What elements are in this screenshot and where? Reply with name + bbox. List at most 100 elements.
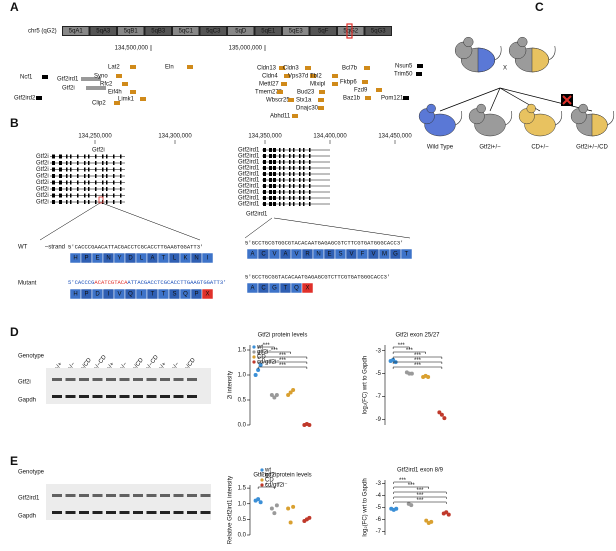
- lane-label: +/+: [158, 361, 168, 372]
- band: [52, 378, 62, 381]
- exon: [52, 200, 55, 204]
- exon: [299, 166, 301, 170]
- exon: [269, 166, 272, 170]
- exon: [106, 154, 108, 159]
- mouse-ear: [463, 36, 474, 48]
- exon: [66, 174, 68, 178]
- genotype-label: Gtf2i+/−/CD: [576, 145, 608, 151]
- gene-glyph: [365, 96, 371, 100]
- exon: [309, 178, 311, 182]
- exon: [309, 202, 311, 206]
- exon: [269, 154, 272, 158]
- band-label: 5qE3: [289, 29, 304, 35]
- exon: [77, 154, 79, 159]
- zoom-line: [39, 202, 101, 241]
- amino-acid: V: [294, 252, 298, 258]
- exon: [279, 166, 281, 170]
- gene-glyph: [114, 101, 120, 105]
- amino-acid: P: [84, 292, 88, 298]
- sequence: 5'CACCCGAACATTACGACCTCGCACCTTGAAGTGGATT3…: [68, 243, 203, 250]
- band: [200, 27, 226, 35]
- significance-label: ***: [271, 348, 279, 354]
- blot: [46, 368, 211, 404]
- exon: [113, 193, 115, 198]
- gene-glyph: [362, 80, 368, 84]
- band: [52, 395, 62, 398]
- exon: [273, 184, 276, 188]
- gene-glyph: [122, 82, 128, 86]
- y-tick-label: 0.5: [238, 517, 247, 523]
- arrow: [489, 87, 501, 112]
- amino-acid: T: [162, 292, 166, 298]
- exon: [279, 178, 281, 182]
- coordinate: 134,250,000: [78, 134, 112, 140]
- data-point: [258, 500, 263, 505]
- data-point: [307, 515, 312, 520]
- gene-label: Cldn4: [262, 74, 278, 80]
- coordinate: 134,500,000: [115, 46, 149, 52]
- significance-bracket: [393, 481, 412, 484]
- exon: [52, 167, 55, 172]
- exon: [70, 154, 72, 159]
- exon: [293, 190, 295, 194]
- data-point: [286, 393, 291, 397]
- exon: [77, 174, 79, 178]
- exon: [283, 196, 285, 200]
- exon: [263, 184, 266, 188]
- gene-glyph: [279, 66, 285, 70]
- gene-glyph: [281, 82, 287, 86]
- amino-acid: A: [150, 256, 154, 262]
- amino-acid: V: [371, 252, 375, 258]
- gene-label: Fzd9: [354, 88, 368, 94]
- coordinate: 134,350,000: [248, 134, 282, 140]
- significance-label: ***: [408, 483, 416, 489]
- gene-label: Bud23: [297, 90, 315, 96]
- band: [106, 378, 116, 381]
- band: [146, 395, 157, 398]
- chromosome-label: chr5 (qG2): [28, 29, 57, 35]
- sequence: 5'GCCTGCGTGGCGTACACAATGAGAGCGTCTTCGTGATG…: [245, 239, 403, 246]
- blot: [46, 484, 211, 520]
- exon: [293, 196, 295, 200]
- exon: [106, 193, 108, 198]
- data-point: [394, 506, 399, 511]
- band: [79, 395, 89, 398]
- band: [160, 511, 170, 514]
- band: [92, 395, 103, 398]
- gene-glyph: [417, 64, 423, 68]
- gene-label: Limk1: [118, 97, 135, 103]
- sequence: 5'GCCTGCGGTACACAATGAGAGCGTCTTCGTGATGGGCA…: [245, 273, 390, 280]
- arrow: [439, 87, 501, 112]
- isoform-label: Gtf2i: [92, 148, 105, 154]
- data-point: [274, 393, 279, 397]
- isoform-label: Gtf2i: [36, 193, 49, 199]
- exon: [102, 187, 104, 191]
- panel-label: B: [10, 116, 19, 130]
- control-label: Gapdh: [18, 398, 36, 404]
- significance-label: ***: [279, 358, 287, 364]
- gene-glyph: [86, 86, 106, 90]
- exon: [269, 196, 272, 200]
- gene-label: Tbl2: [310, 74, 322, 80]
- exon: [263, 178, 266, 182]
- exon: [88, 187, 90, 191]
- strand-label: –strand: [45, 245, 65, 251]
- band: [365, 27, 391, 35]
- band: [79, 494, 89, 497]
- exon: [309, 172, 311, 176]
- exon: [59, 174, 62, 178]
- data-point: [439, 412, 444, 417]
- exon: [309, 196, 311, 200]
- band: [65, 494, 76, 497]
- exon: [299, 154, 301, 158]
- exon: [299, 196, 301, 200]
- exon: [88, 174, 90, 178]
- band: [118, 27, 144, 35]
- exon: [70, 200, 72, 204]
- gene-glyph: [332, 74, 338, 78]
- band: [200, 494, 211, 497]
- mouse-ear: [426, 103, 436, 114]
- gene-glyph: [284, 74, 290, 78]
- exon: [273, 190, 276, 194]
